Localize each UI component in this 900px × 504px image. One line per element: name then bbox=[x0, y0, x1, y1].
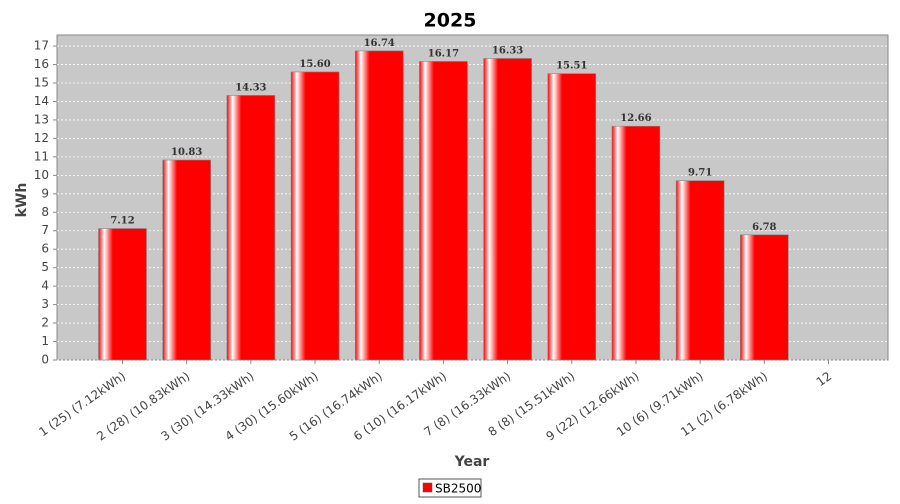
data-label: 6.78 bbox=[752, 222, 776, 233]
bar bbox=[483, 58, 532, 361]
data-label: 16.74 bbox=[364, 38, 395, 49]
y-tick-label: 6 bbox=[41, 242, 49, 256]
bar bbox=[162, 159, 211, 361]
data-label: 16.33 bbox=[492, 45, 523, 56]
y-tick-label: 11 bbox=[34, 149, 49, 163]
data-label: 15.60 bbox=[299, 59, 330, 70]
bar bbox=[547, 73, 597, 361]
y-tick-label: 3 bbox=[41, 297, 49, 311]
y-tick-label: 15 bbox=[34, 76, 49, 90]
y-tick-label: 14 bbox=[34, 94, 49, 108]
bar bbox=[611, 125, 661, 361]
data-label: 9.71 bbox=[688, 168, 712, 179]
bar bbox=[675, 180, 725, 361]
bar bbox=[290, 71, 340, 361]
y-tick-label: 13 bbox=[34, 112, 49, 126]
data-label: 10.83 bbox=[171, 147, 202, 158]
y-tick-label: 5 bbox=[41, 260, 49, 274]
bar bbox=[226, 95, 276, 361]
legend: SB2500 bbox=[418, 478, 482, 498]
data-label: 16.17 bbox=[428, 48, 459, 59]
y-tick-label: 0 bbox=[41, 353, 49, 367]
legend-box bbox=[418, 478, 482, 498]
y-tick-label: 1 bbox=[41, 334, 49, 348]
y-tick-label: 8 bbox=[41, 205, 49, 219]
bar bbox=[419, 61, 468, 361]
y-tick-label: 7 bbox=[41, 223, 49, 237]
x-tick-label: 12 bbox=[814, 369, 835, 389]
y-tick-label: 10 bbox=[34, 168, 49, 182]
data-label: 14.33 bbox=[235, 82, 266, 93]
chart-title: 2025 bbox=[424, 10, 477, 32]
y-tick-label: 12 bbox=[34, 131, 49, 145]
bar bbox=[354, 50, 404, 361]
y-tick-label: 16 bbox=[34, 57, 49, 71]
x-axis-label: Year bbox=[454, 454, 490, 470]
data-label: 12.66 bbox=[620, 113, 651, 124]
bar bbox=[740, 234, 789, 361]
bar bbox=[98, 228, 147, 361]
legend-label: SB2500 bbox=[435, 482, 481, 496]
y-tick-label: 9 bbox=[41, 186, 49, 200]
y-tick-label: 17 bbox=[34, 39, 49, 53]
data-label: 15.51 bbox=[556, 61, 587, 72]
y-tick-label: 2 bbox=[41, 316, 49, 330]
legend-swatch bbox=[422, 482, 433, 493]
y-axis-label: kWh bbox=[14, 183, 30, 218]
y-tick-label: 4 bbox=[41, 279, 49, 293]
data-label: 7.12 bbox=[110, 216, 134, 227]
